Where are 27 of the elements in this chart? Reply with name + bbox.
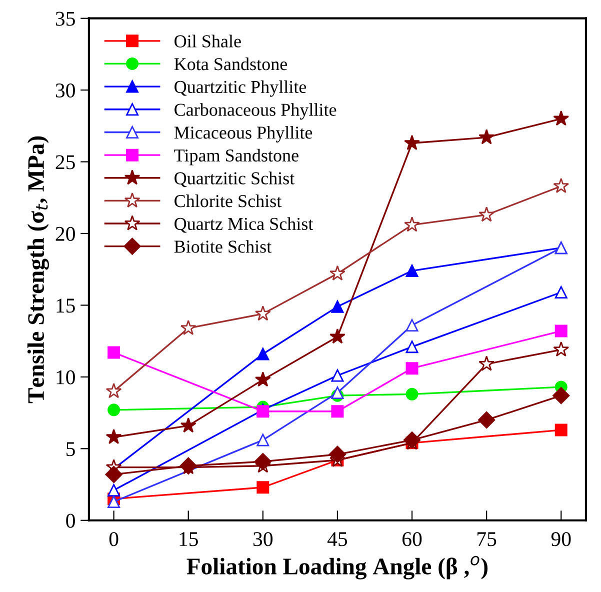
y-tick-label: 0 <box>66 514 75 528</box>
x-tick-label: 90 <box>551 532 571 546</box>
y-tick-label: 35 <box>56 12 75 26</box>
legend-label: Biotite Schist <box>174 240 272 253</box>
legend-label: Quartzitic Phyllite <box>174 80 306 97</box>
x-axis-title: Foliation Loading Angle (β ,$^{o}$) <box>186 556 488 580</box>
y-tick-label: 25 <box>56 155 75 170</box>
x-tick-label: 45 <box>327 532 348 546</box>
legend-label: Micaceous Phyllite <box>174 126 312 142</box>
legend-label: Carbonaceous Phyllite <box>174 103 336 120</box>
legend-label: Kota Sandstone <box>174 58 288 70</box>
y-axis-title: Tensile Strength (σ$_{t}$, MPa) <box>27 136 50 404</box>
y-tick-label: 20 <box>56 226 75 241</box>
x-tick-label: 15 <box>180 532 198 546</box>
x-tick-label: 60 <box>402 532 422 546</box>
x-tick-label: 75 <box>478 532 496 546</box>
legend-label: Tipam Sandstone <box>174 148 298 166</box>
legend-label: Chlorite Schist <box>174 194 282 208</box>
y-tick-label: 10 <box>56 370 75 384</box>
x-tick-label: 0 <box>109 532 118 546</box>
x-tick-label: 30 <box>253 532 273 546</box>
y-tick-label: 15 <box>56 298 75 313</box>
y-tick-label: 30 <box>56 83 75 98</box>
legend-label: Quartzitic Schist <box>174 172 295 188</box>
legend-label: Quartz Mica Schist <box>174 217 314 233</box>
legend-label: Oil Shale <box>174 34 241 48</box>
y-tick-label: 5 <box>66 442 75 456</box>
